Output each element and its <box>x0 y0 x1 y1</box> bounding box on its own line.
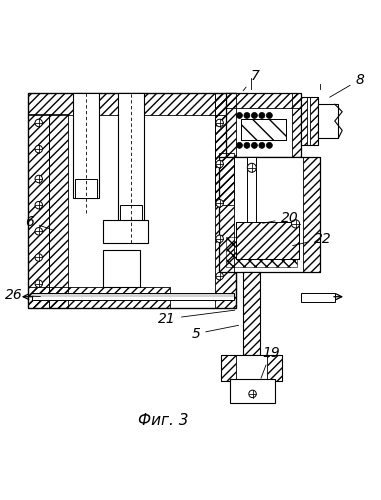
Bar <box>243 272 260 354</box>
Bar <box>215 93 236 205</box>
Bar <box>73 93 99 198</box>
Bar <box>247 156 256 250</box>
Bar <box>226 93 301 156</box>
Bar <box>243 272 260 354</box>
Circle shape <box>35 175 42 182</box>
Bar <box>49 114 67 308</box>
Bar <box>219 156 320 272</box>
Text: 8: 8 <box>330 72 364 97</box>
Circle shape <box>249 390 256 398</box>
Bar <box>28 93 238 116</box>
Bar <box>301 294 335 302</box>
Circle shape <box>216 272 223 280</box>
Bar <box>241 119 286 140</box>
Bar <box>311 97 318 146</box>
Bar <box>103 220 148 242</box>
Text: 19: 19 <box>261 346 280 378</box>
Bar <box>28 114 49 308</box>
Circle shape <box>237 112 242 118</box>
Circle shape <box>35 228 42 235</box>
Bar <box>230 379 275 403</box>
Bar <box>32 294 234 300</box>
Bar <box>267 354 282 381</box>
Text: 20: 20 <box>263 211 298 225</box>
Circle shape <box>237 142 242 148</box>
Text: 21: 21 <box>158 310 235 326</box>
Circle shape <box>35 280 42 287</box>
Circle shape <box>244 142 250 148</box>
Bar <box>226 93 301 108</box>
Circle shape <box>244 112 250 118</box>
Bar <box>221 354 282 381</box>
Text: 5: 5 <box>191 326 239 341</box>
Bar <box>301 97 318 146</box>
Bar <box>28 93 236 308</box>
Circle shape <box>216 160 223 168</box>
Bar <box>221 354 236 381</box>
Circle shape <box>266 112 272 118</box>
Text: 26: 26 <box>5 288 40 302</box>
Bar <box>118 93 144 228</box>
Circle shape <box>259 142 265 148</box>
Circle shape <box>251 142 258 148</box>
Circle shape <box>35 202 42 209</box>
Bar <box>226 93 236 156</box>
Circle shape <box>35 119 42 126</box>
Circle shape <box>35 146 42 153</box>
Bar <box>301 97 307 146</box>
Circle shape <box>251 112 258 118</box>
Circle shape <box>266 142 272 148</box>
Bar <box>236 222 299 260</box>
Bar <box>219 156 234 272</box>
Circle shape <box>216 235 223 242</box>
Circle shape <box>216 119 223 126</box>
Bar <box>303 156 320 272</box>
Bar <box>219 153 234 205</box>
Bar <box>241 119 286 140</box>
Bar <box>32 294 234 296</box>
Bar <box>226 237 298 267</box>
Circle shape <box>291 220 299 228</box>
Bar <box>75 179 98 198</box>
Text: Фиг. 3: Фиг. 3 <box>138 412 188 428</box>
Bar <box>236 222 299 260</box>
Text: 6: 6 <box>25 214 54 230</box>
Bar <box>103 250 141 288</box>
Bar <box>318 104 338 138</box>
Text: 7: 7 <box>243 69 259 91</box>
Bar <box>28 288 170 308</box>
Circle shape <box>35 254 42 261</box>
Bar <box>292 93 301 156</box>
Bar <box>215 93 236 308</box>
Circle shape <box>247 164 256 172</box>
Text: 22: 22 <box>293 232 332 245</box>
Circle shape <box>216 200 223 207</box>
Circle shape <box>259 112 265 118</box>
Bar <box>120 205 142 228</box>
